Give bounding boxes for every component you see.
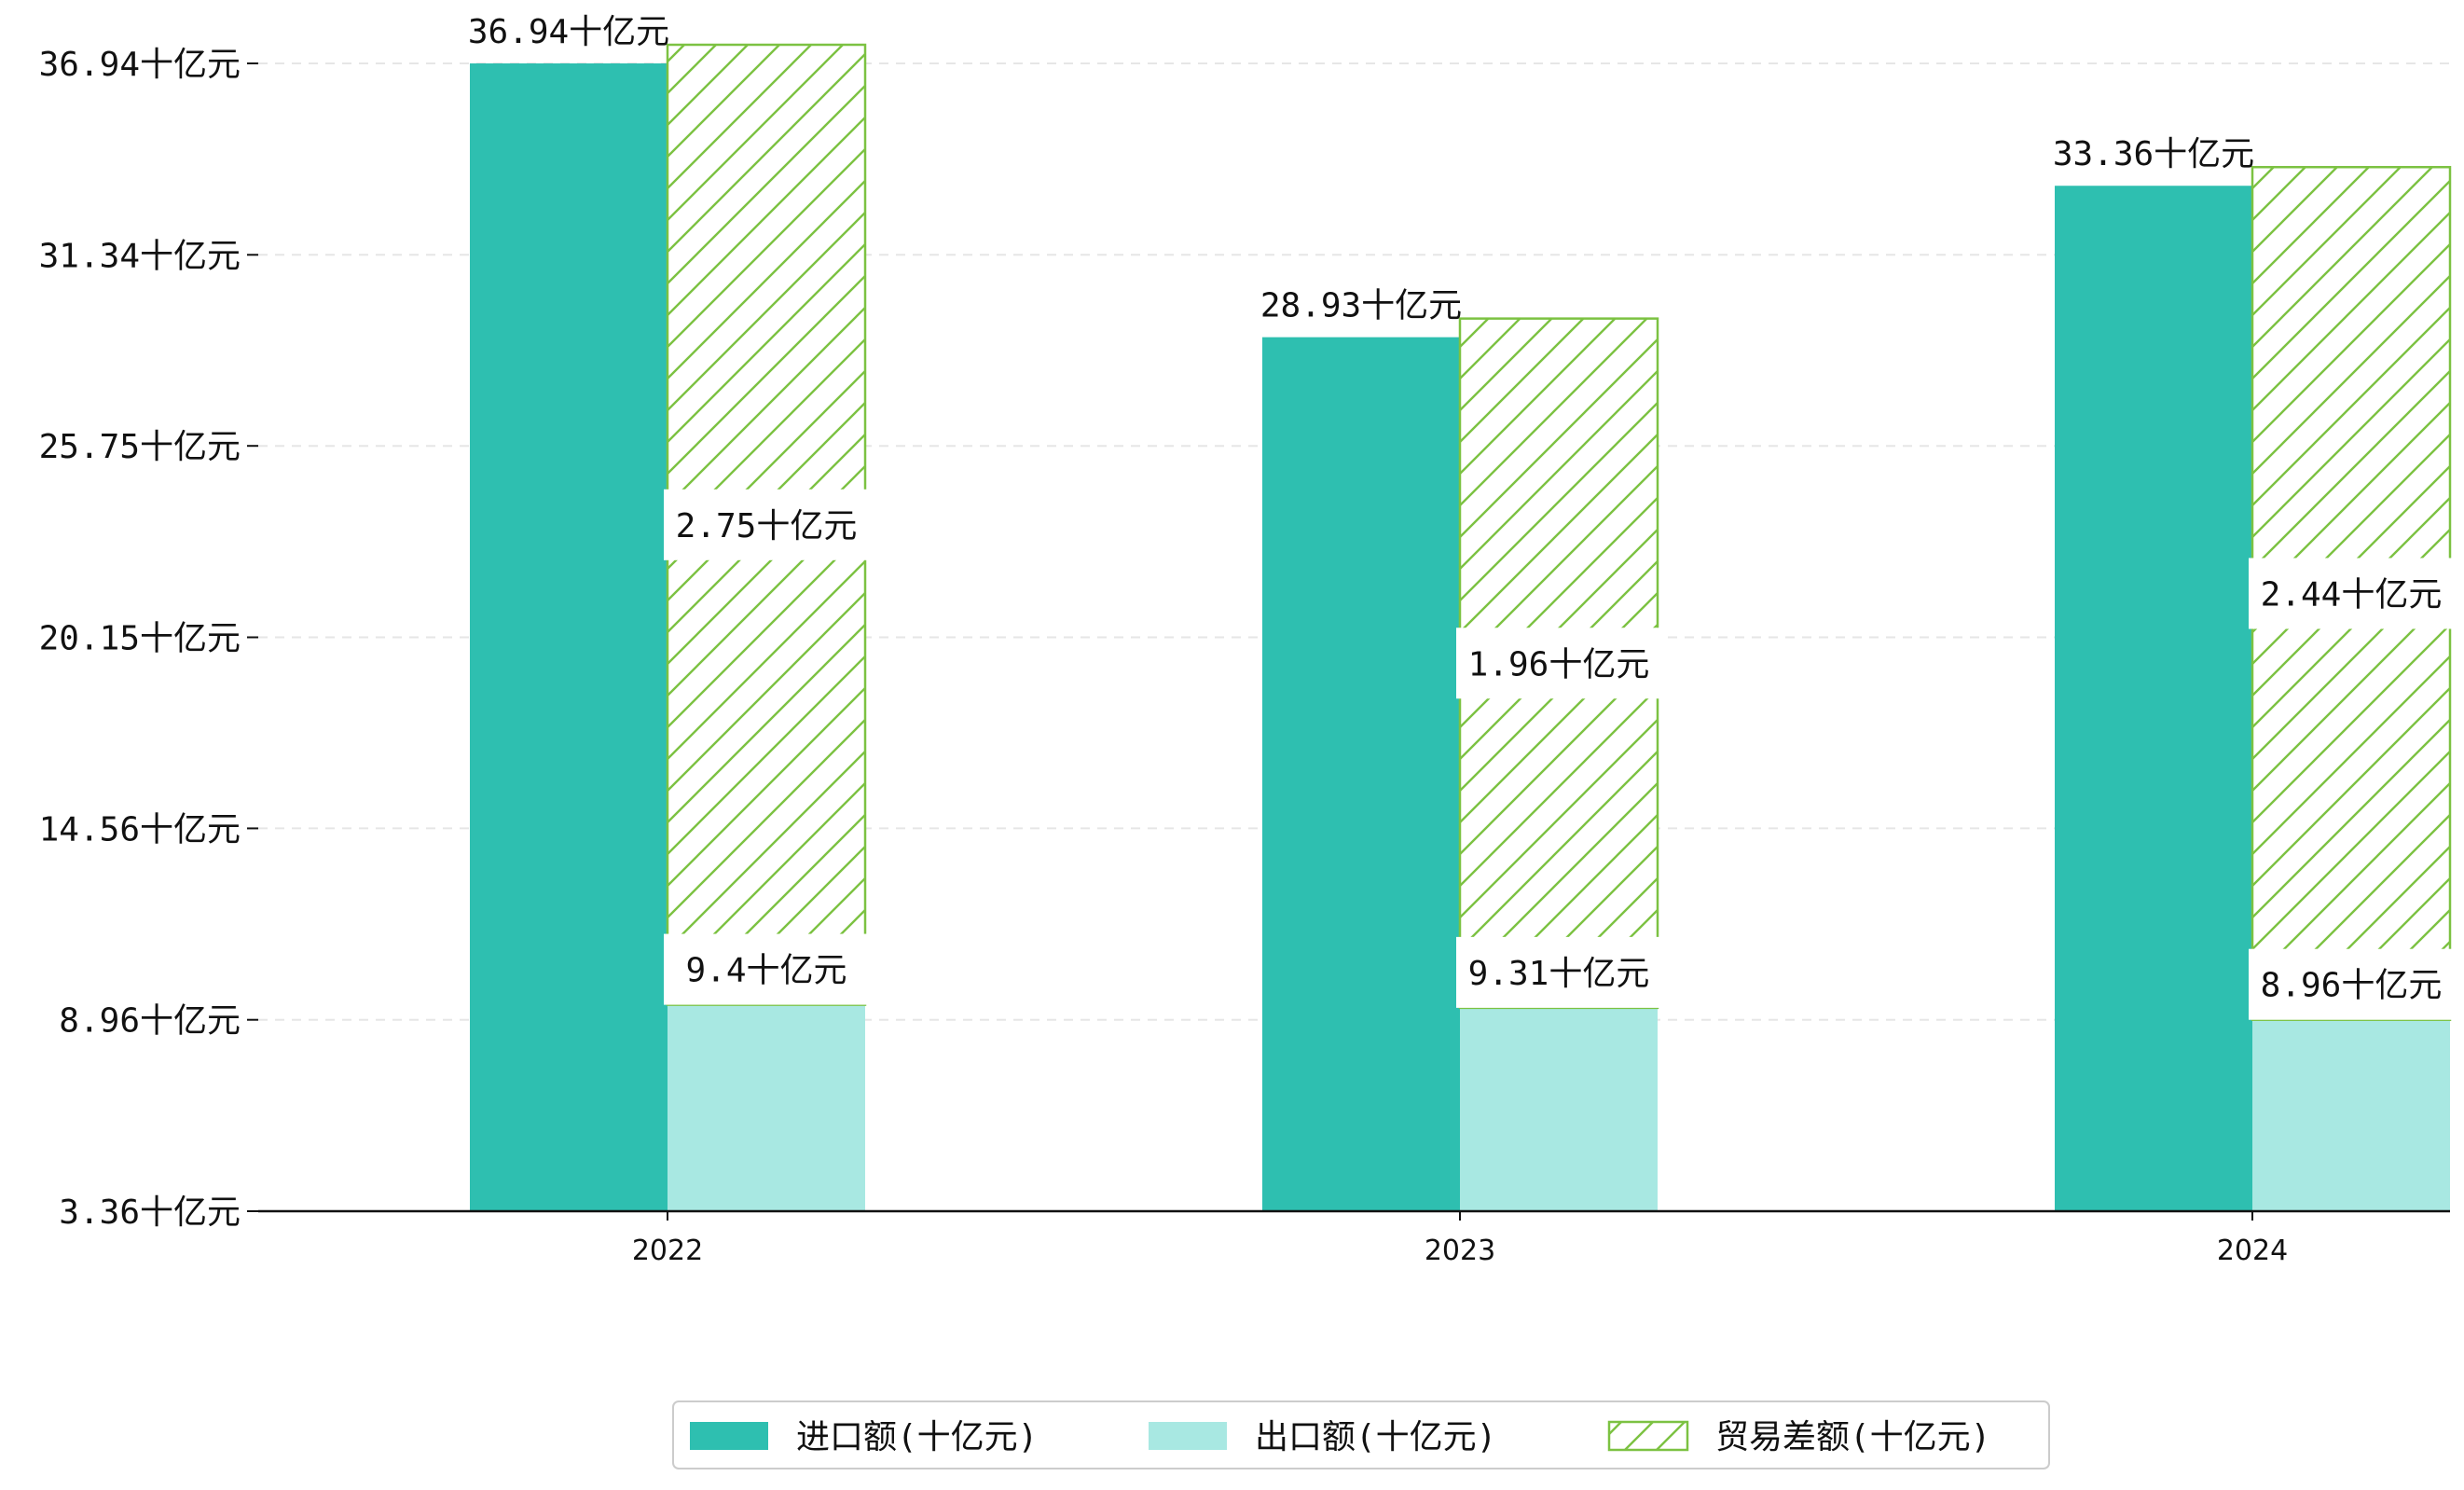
balance-label-box [1456,628,1661,699]
legend-label: 进口额(十亿元) [796,1418,1038,1456]
import-bar [470,63,668,1211]
legend-item-export: 出口额(十亿元) [1149,1418,1496,1456]
legend-item-import: 进口额(十亿元) [690,1418,1038,1456]
data-labels: 36.94十亿元 9.4十亿元 2.75十亿元 28.93十亿元 9.31十亿元 1.96… [468,13,2454,1020]
balance-label-box [2249,558,2454,629]
y-tick-label: 25.75十亿元 [39,428,241,466]
balance-value-label: 2.44十亿元 [2261,575,2443,614]
y-tick-label: 31.34十亿元 [39,237,241,275]
legend-item-balance: 贸易差额(十亿元) [1607,1418,1990,1456]
legend: 进口额(十亿元) 出口额(十亿元) 贸易差额(十亿元) [672,1400,2050,1469]
export-bar [1460,1007,1658,1211]
balance-value-label: 2.75十亿元 [676,507,858,545]
x-tick-label: 2022 [632,1235,703,1267]
y-tick-label: 36.94十亿元 [39,46,241,84]
legend-label: 出口额(十亿元) [1255,1418,1496,1456]
import-value-label: 28.93十亿元 [1260,287,1462,325]
import-bar [1262,337,1460,1212]
balance-label-box [664,489,869,560]
export-bar [668,1004,865,1211]
legend-swatch [1607,1420,1689,1452]
export-label-box [1456,936,1661,1008]
legend-frame [672,1400,2050,1469]
y-tick-label: 20.15十亿元 [39,620,241,658]
export-value-label: 9.4十亿元 [685,952,847,990]
y-tick-label: 14.56十亿元 [39,810,241,848]
legend-swatch [1149,1422,1227,1450]
axes: 3.36十亿元 8.96十亿元 14.56十亿元 20.15十亿元 25.75十亿元 31… [39,46,2450,1267]
legend-label: 贸易差额(十亿元) [1715,1418,1990,1456]
import-bar [2055,186,2252,1211]
balance-value-label: 1.96十亿元 [1468,645,1650,683]
export-bar [2252,1019,2450,1211]
import-value-label: 33.36十亿元 [2053,135,2254,173]
export-value-label: 8.96十亿元 [2261,967,2443,1005]
export-value-label: 9.31十亿元 [1468,955,1650,993]
x-tick-label: 2023 [1425,1235,1495,1267]
legend-swatch [690,1422,768,1450]
export-label-box [664,933,869,1005]
export-label-box [2249,948,2454,1020]
x-tick-label: 2024 [2217,1235,2288,1267]
y-tick-label: 3.36十亿元 [59,1193,241,1232]
y-tick-label: 8.96十亿元 [59,1002,241,1041]
import-value-label: 36.94十亿元 [468,13,669,51]
